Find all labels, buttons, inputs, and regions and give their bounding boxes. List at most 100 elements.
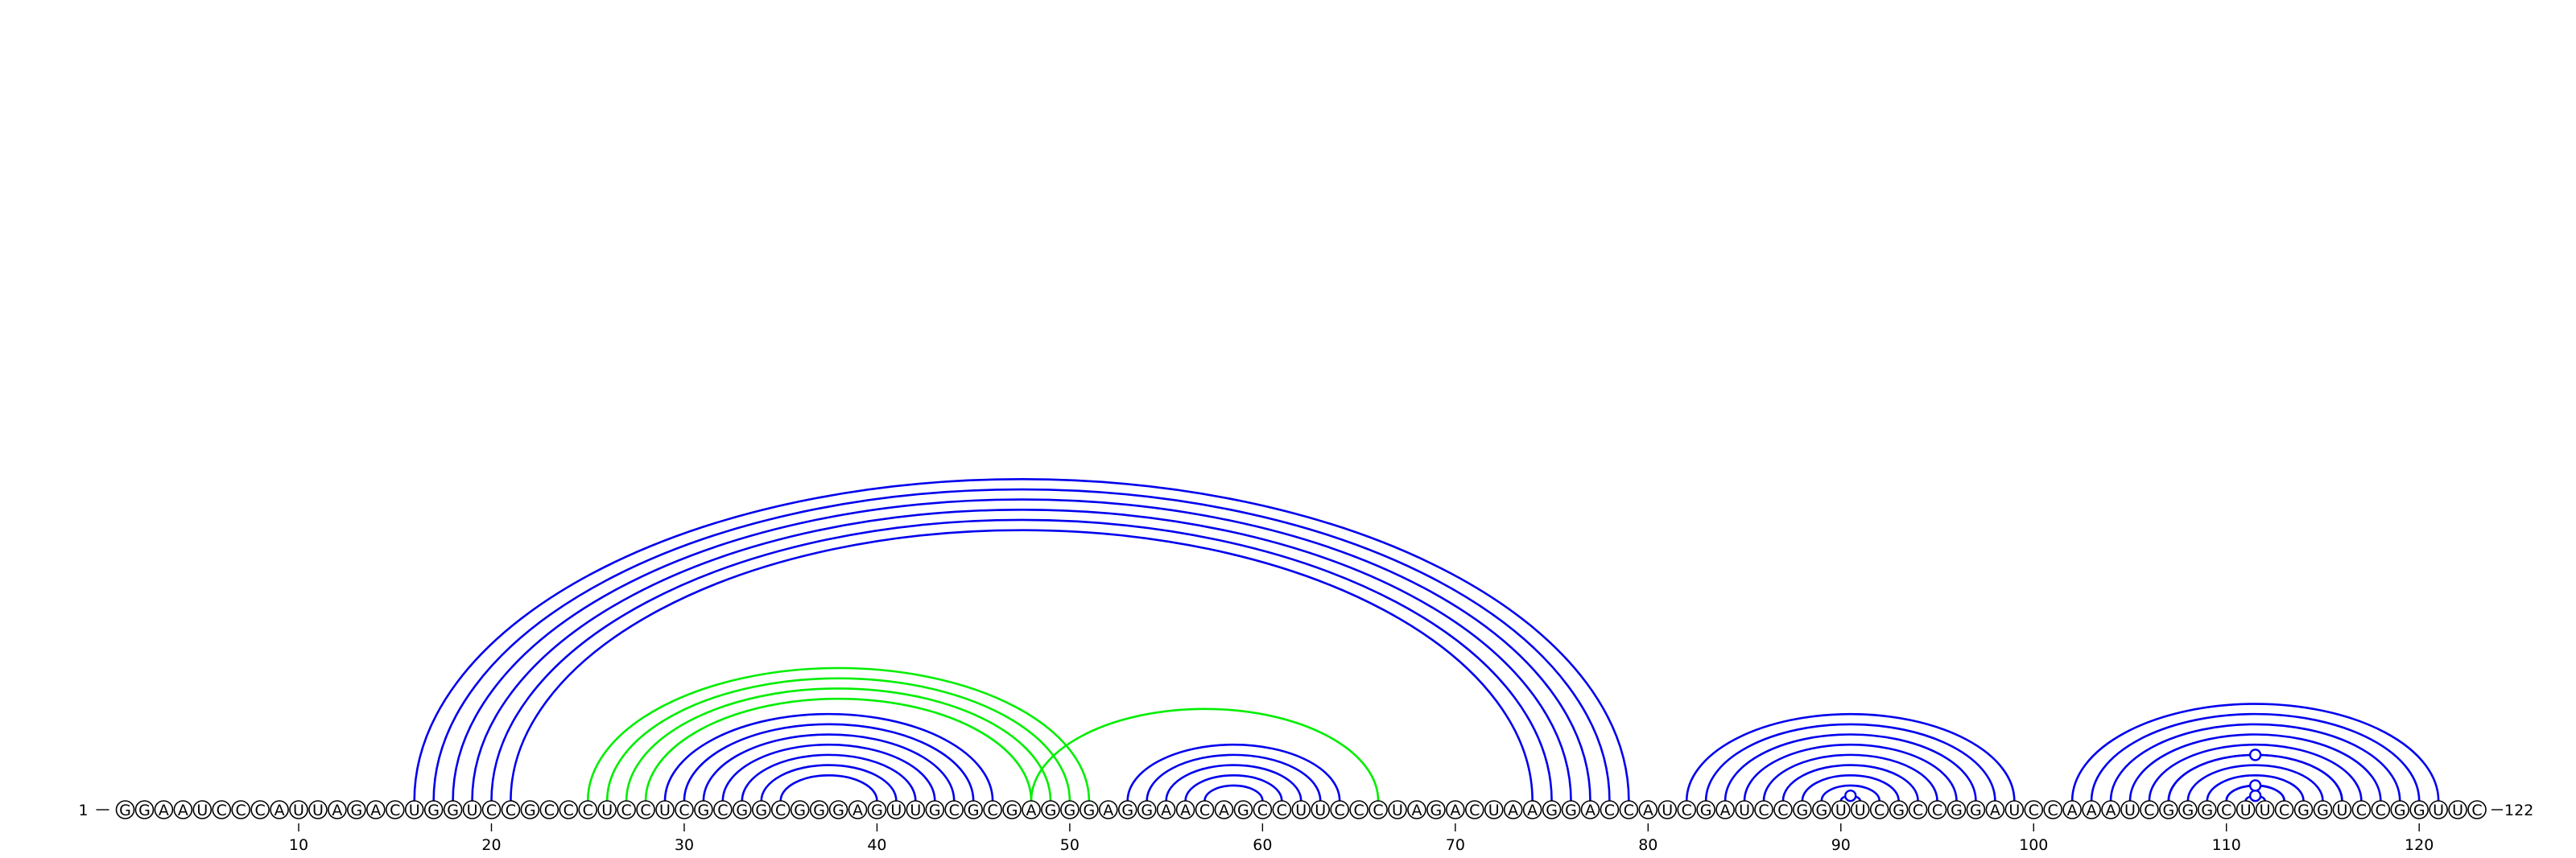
nucleotide-17: G bbox=[423, 800, 444, 819]
nucleotide-5: U bbox=[192, 800, 213, 819]
nucleotide-112: U bbox=[2255, 800, 2275, 819]
position-ticks: 10 20 30 40 50 60 70 80 90 100 110 120 bbox=[289, 823, 2434, 854]
nucleotide-14: A bbox=[366, 800, 386, 819]
nucleotide-34: G bbox=[751, 800, 771, 819]
nucleotide-97: G bbox=[1966, 800, 1986, 819]
svg-text:U: U bbox=[2260, 802, 2271, 819]
svg-text:A: A bbox=[2106, 802, 2116, 819]
svg-text:C: C bbox=[217, 802, 227, 819]
noncanonical-dot-90-91 bbox=[1844, 789, 1857, 802]
nucleotide-11: U bbox=[308, 800, 328, 819]
nucleotide-61: C bbox=[1272, 800, 1292, 819]
svg-text:C: C bbox=[2279, 802, 2289, 819]
stem-arc-108-115 bbox=[2186, 764, 2324, 802]
nucleotide-37: G bbox=[809, 800, 829, 819]
svg-text:G: G bbox=[1951, 802, 1963, 819]
svg-text:C: C bbox=[486, 802, 497, 819]
nucleotide-44: C bbox=[944, 800, 964, 819]
nucleotide-30: C bbox=[675, 800, 694, 819]
nucleotide-100: C bbox=[2024, 800, 2044, 819]
nucleotide-69: G bbox=[1426, 800, 1446, 819]
pseudoknot-arc-28-48 bbox=[644, 697, 1033, 802]
tick-label-100: 100 bbox=[2019, 836, 2048, 854]
svg-text:A: A bbox=[332, 802, 342, 819]
nucleotide-49: G bbox=[1041, 800, 1060, 819]
stem-arc-105-118 bbox=[2128, 733, 2382, 802]
nucleotide-52: A bbox=[1098, 800, 1118, 819]
svg-text:G: G bbox=[447, 802, 459, 819]
svg-text:C: C bbox=[949, 802, 960, 819]
stem-arc-32-43 bbox=[721, 744, 936, 802]
svg-text:C: C bbox=[2029, 802, 2039, 819]
nucleotide-67: U bbox=[1388, 800, 1407, 819]
stem-arc-16-79 bbox=[413, 477, 1630, 802]
nucleotide-90: U bbox=[1831, 800, 1851, 819]
nucleotide-85: U bbox=[1735, 800, 1754, 819]
svg-text:U: U bbox=[659, 802, 671, 819]
nucleotide-66: C bbox=[1368, 800, 1388, 819]
nucleotide-115: G bbox=[2313, 800, 2333, 819]
noncanonical-pair-markers bbox=[1844, 749, 2262, 802]
svg-text:C: C bbox=[254, 802, 265, 819]
noncanonical-dot-111-112 bbox=[2248, 789, 2262, 802]
tick-label-90: 90 bbox=[1831, 836, 1851, 854]
svg-text:C: C bbox=[775, 802, 786, 819]
stem-arc-21-74 bbox=[510, 530, 1534, 802]
stem-arc-19-76 bbox=[471, 509, 1572, 802]
nucleotide-23: C bbox=[539, 800, 559, 819]
svg-text:C: C bbox=[1373, 802, 1383, 819]
tick-label-30: 30 bbox=[675, 836, 694, 854]
svg-text:A: A bbox=[1411, 802, 1422, 819]
svg-text:U: U bbox=[1662, 802, 1673, 819]
svg-text:A: A bbox=[1643, 802, 1653, 819]
svg-text:G: G bbox=[1237, 802, 1249, 819]
svg-text:C: C bbox=[987, 802, 997, 819]
nucleotide-59: G bbox=[1233, 800, 1253, 819]
nucleotide-75: G bbox=[1542, 800, 1562, 819]
nucleotide-41: U bbox=[886, 800, 906, 819]
svg-text:C: C bbox=[236, 802, 246, 819]
stem-arc-86-95 bbox=[1762, 753, 1938, 802]
svg-text:C: C bbox=[2144, 802, 2154, 819]
svg-text:C: C bbox=[1913, 802, 1923, 819]
nucleotide-106: C bbox=[2140, 800, 2159, 819]
nucleotide-12: A bbox=[328, 800, 347, 819]
nucleotide-113: C bbox=[2274, 800, 2294, 819]
nucleotide-24: C bbox=[559, 800, 579, 819]
stem-arc-87-94 bbox=[1781, 764, 1919, 802]
stem-arc-103-120 bbox=[2090, 712, 2421, 802]
svg-text:G: G bbox=[2394, 802, 2406, 819]
nucleotide-16: U bbox=[404, 800, 424, 819]
noncanonical-dot-110-113 bbox=[2248, 779, 2262, 792]
svg-text:U: U bbox=[2452, 802, 2463, 819]
stem-arc-84-97 bbox=[1724, 733, 1977, 802]
stem-arc-18-77 bbox=[452, 499, 1591, 802]
nucleotide-105: U bbox=[2120, 800, 2140, 819]
nucleotide-123: C bbox=[2467, 800, 2487, 819]
svg-text:C: C bbox=[1335, 802, 1345, 819]
nucleotide-28: C bbox=[636, 800, 655, 819]
nucleotide-96: G bbox=[1946, 800, 1967, 819]
nucleotide-110: C bbox=[2216, 800, 2236, 819]
svg-text:C: C bbox=[2048, 802, 2058, 819]
svg-text:C: C bbox=[2221, 802, 2231, 819]
nucleotide-51: G bbox=[1080, 800, 1099, 819]
nucleotide-9: A bbox=[270, 800, 289, 819]
nucleotide-122: U bbox=[2448, 800, 2467, 819]
svg-text:G: G bbox=[2317, 802, 2329, 819]
svg-text:U: U bbox=[2008, 802, 2020, 819]
svg-text:U: U bbox=[2433, 802, 2444, 819]
nucleotide-95: C bbox=[1927, 800, 1947, 819]
svg-text:C: C bbox=[1624, 802, 1634, 819]
nucleotide-77: A bbox=[1580, 800, 1600, 819]
nucleotide-76: G bbox=[1561, 800, 1581, 819]
stem-arc-89-92 bbox=[1820, 784, 1880, 802]
svg-text:C: C bbox=[1758, 802, 1769, 819]
nucleotide-84: A bbox=[1715, 800, 1735, 819]
nucleotide-64: C bbox=[1330, 800, 1349, 819]
nucleotide-36: G bbox=[790, 800, 810, 819]
nucleotide-71: C bbox=[1464, 800, 1484, 819]
svg-text:A: A bbox=[1219, 802, 1229, 819]
nucleotide-27: C bbox=[617, 800, 636, 819]
